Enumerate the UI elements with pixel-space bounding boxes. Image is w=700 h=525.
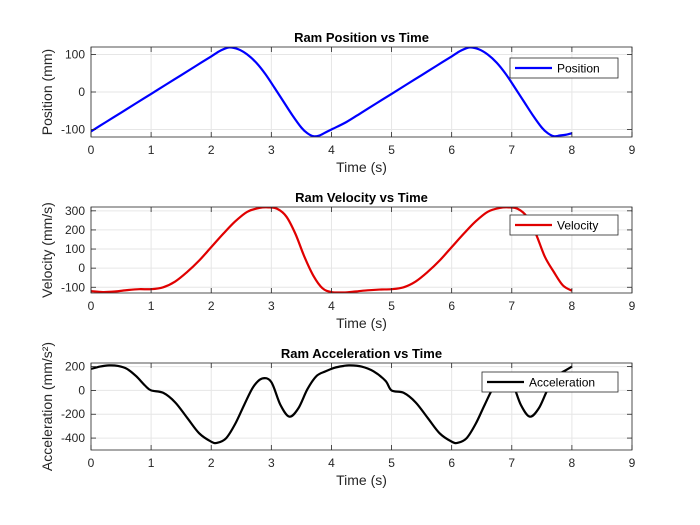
- x-tick-label: 7: [508, 143, 515, 157]
- x-tick-label: 3: [268, 143, 275, 157]
- y-axis-label: Position (mm): [39, 49, 55, 135]
- x-tick-label: 2: [208, 143, 215, 157]
- y-tick-label: 0: [78, 261, 85, 275]
- x-tick-label: 6: [448, 143, 455, 157]
- legend: Position: [509, 57, 619, 79]
- x-tick-label: 0: [88, 299, 95, 313]
- y-tick-label: -400: [61, 431, 85, 445]
- x-tick-label: 1: [148, 299, 155, 313]
- legend-label: Position: [557, 62, 600, 76]
- y-tick-label: 200: [65, 360, 85, 374]
- x-tick-label: 2: [208, 299, 215, 313]
- x-tick-label: 7: [508, 456, 515, 470]
- chart-panel: 0 1 2 3 4 5 6 7 8 9 -400 -200 0 200 Ram Acceleration v…: [39, 342, 636, 488]
- y-tick-label: 100: [65, 242, 85, 256]
- y-tick-label: -200: [61, 407, 85, 421]
- y-tick-label: -100: [61, 280, 85, 294]
- x-axis-label: Time (s): [336, 159, 387, 175]
- chart-title: Ram Acceleration vs Time: [281, 346, 442, 361]
- x-tick-label: 4: [328, 143, 335, 157]
- x-tick-label: 8: [569, 143, 576, 157]
- axes-box: [90, 362, 633, 451]
- x-tick-label: 4: [328, 299, 335, 313]
- x-tick-label: 8: [569, 299, 576, 313]
- x-tick-label: 6: [448, 456, 455, 470]
- x-tick-label: 4: [328, 456, 335, 470]
- y-axis-label: Velocity (mm/s): [39, 202, 55, 298]
- x-tick-label: 3: [268, 456, 275, 470]
- axes-box: [90, 206, 633, 294]
- y-tick-label: 0: [78, 85, 85, 99]
- x-tick-label: 0: [88, 456, 95, 470]
- y-tick-label: -100: [61, 123, 85, 137]
- y-axis-label: Acceleration (mm/s²): [39, 342, 55, 471]
- legend-box: [481, 371, 619, 393]
- x-tick-label: 0: [88, 143, 95, 157]
- x-axis-label: Time (s): [336, 472, 387, 488]
- legend-label: Acceleration: [529, 376, 595, 390]
- legend-box: [509, 57, 619, 79]
- y-tick-label: 300: [65, 204, 85, 218]
- y-tick-label: 100: [65, 48, 85, 62]
- chart-title: Ram Position vs Time: [294, 30, 429, 45]
- x-tick-label: 3: [268, 299, 275, 313]
- x-tick-label: 2: [208, 456, 215, 470]
- x-tick-label: 7: [508, 299, 515, 313]
- series-line-position: [91, 47, 573, 137]
- x-tick-label: 5: [388, 456, 395, 470]
- x-tick-label: 1: [148, 143, 155, 157]
- legend: Acceleration: [481, 371, 619, 393]
- chart-title: Ram Velocity vs Time: [295, 190, 428, 205]
- x-tick-label: 9: [629, 456, 636, 470]
- x-tick-label: 1: [148, 456, 155, 470]
- x-tick-label: 6: [448, 299, 455, 313]
- x-tick-label: 5: [388, 143, 395, 157]
- x-tick-label: 8: [569, 456, 576, 470]
- y-tick-label: 200: [65, 223, 85, 237]
- legend-label: Velocity: [557, 219, 598, 233]
- x-tick-label: 9: [629, 299, 636, 313]
- y-tick-label: 0: [78, 383, 85, 397]
- x-tick-label: 9: [629, 143, 636, 157]
- x-axis-label: Time (s): [336, 315, 387, 331]
- legend-box: [509, 214, 619, 236]
- legend: Velocity: [509, 214, 619, 236]
- x-tick-label: 5: [388, 299, 395, 313]
